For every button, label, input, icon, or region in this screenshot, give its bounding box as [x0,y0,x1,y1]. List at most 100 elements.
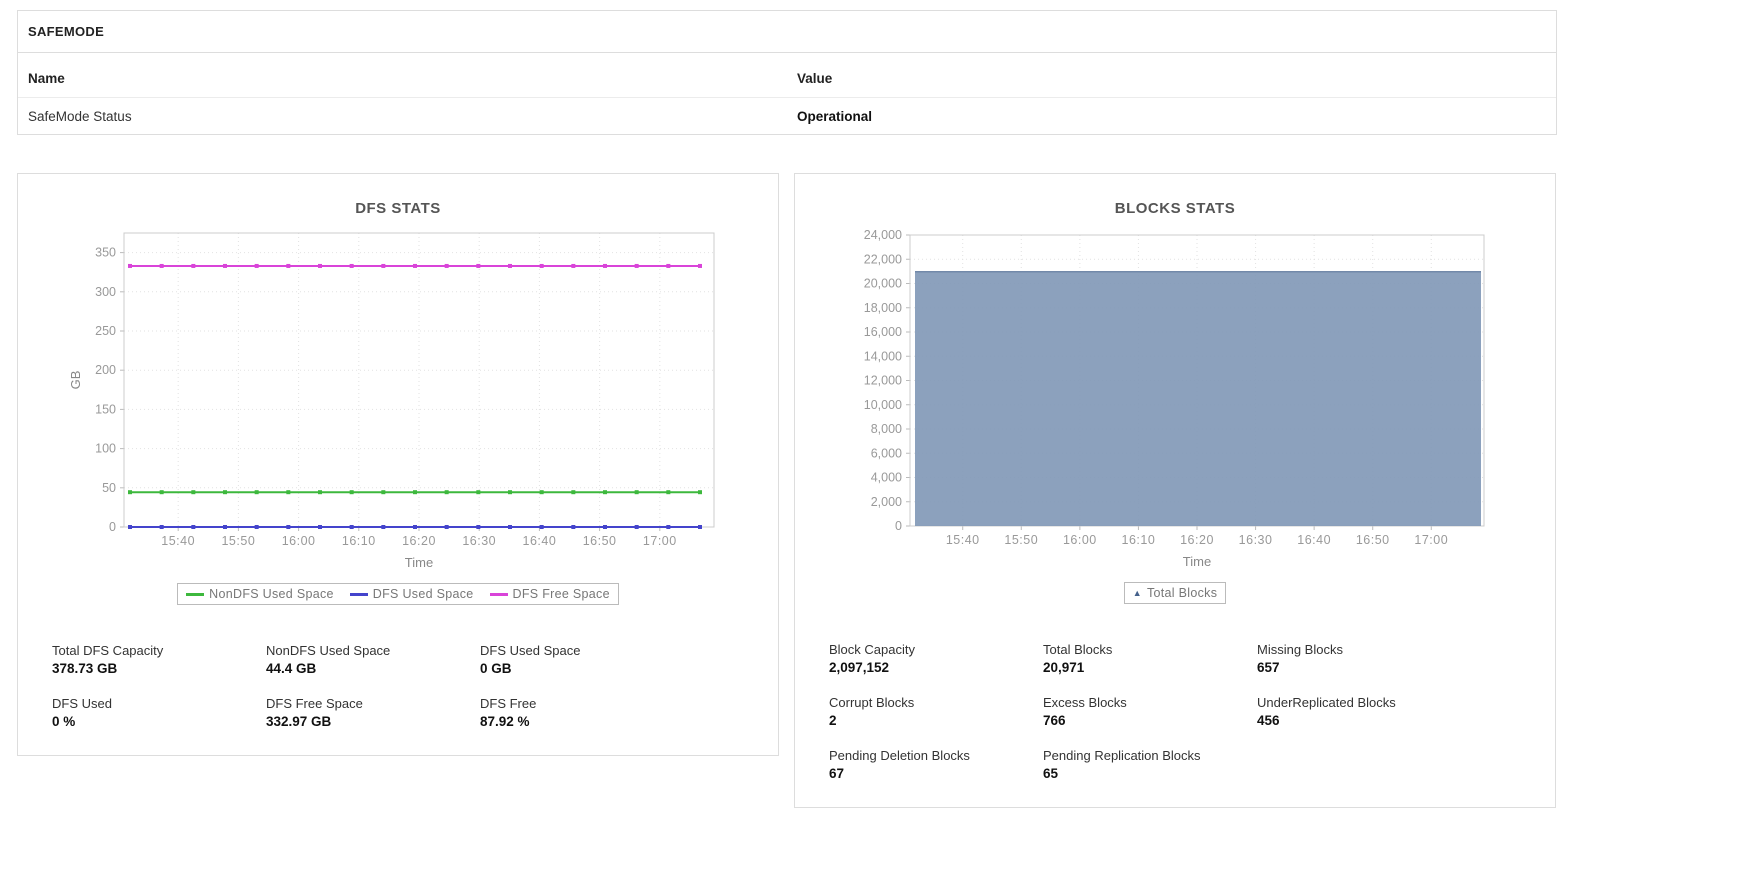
stat-corrupt-blocks: Corrupt Blocks 2 [829,695,1043,728]
stat-label: NonDFS Used Space [266,643,391,658]
legend-line-swatch [489,592,508,596]
svg-text:8,000: 8,000 [871,422,902,436]
blocks-stats-title: BLOCKS STATS [1114,200,1236,217]
stat-value: 67 [829,766,845,781]
stat-value: 657 [1257,660,1280,675]
svg-text:16:20: 16:20 [1180,533,1214,547]
svg-text:16:30: 16:30 [462,534,496,548]
svg-text:0: 0 [109,520,116,534]
svg-text:300: 300 [95,285,116,299]
stat-value: 87.92 % [480,714,530,729]
svg-text:16:10: 16:10 [342,534,376,548]
stat-label: DFS Free [480,696,537,711]
stat-underreplicated-blocks: UnderReplicated Blocks 456 [1257,695,1471,728]
svg-text:22,000: 22,000 [864,252,902,266]
svg-text:16:10: 16:10 [1122,533,1156,547]
safemode-status-row: SafeMode Status Operational [18,97,1556,134]
stat-pending-deletion-blocks: Pending Deletion Blocks 67 [829,748,1043,781]
dfs-stats-panel: DFS STATS 0 50 100 150 200 250 300 350 15:40 15:5… [17,173,779,756]
dfs-stats-chart: 0 50 100 150 200 250 300 350 15:40 15:50 16:00 16:1… [18,227,778,573]
dfs-stats-svg: 0 50 100 150 200 250 300 350 15:40 15:50 16:00 16:1… [68,232,715,570]
safemode-table: Name Value SafeMode Status Operational [18,53,1556,134]
legend-item-dfs-free-space: DFS Free Space [489,587,610,601]
series-total-blocks [915,270,1481,526]
svg-text:16:00: 16:00 [282,534,316,548]
svg-text:17:00: 17:00 [1414,533,1448,547]
svg-text:15:40: 15:40 [946,533,980,547]
stat-value: 332.97 GB [266,714,332,729]
svg-text:50: 50 [102,481,116,495]
svg-text:16:50: 16:50 [1356,533,1390,547]
svg-text:20,000: 20,000 [864,277,902,291]
blocks-stats-grid: Block Capacity 2,097,152 Total Blocks 20… [795,642,1555,781]
legend-line-swatch [186,592,205,596]
svg-text:17:00: 17:00 [643,534,677,548]
stat-label: Block Capacity [829,642,915,657]
svg-text:Time: Time [1183,554,1211,569]
svg-text:16:00: 16:00 [1063,533,1097,547]
stat-value: 2 [829,713,837,728]
svg-text:15:50: 15:50 [1004,533,1038,547]
stat-dfs-free-space: DFS Free Space 332.97 GB [266,696,480,729]
svg-text:12,000: 12,000 [864,374,902,388]
svg-text:16:20: 16:20 [402,534,436,548]
blocks-legend-box: ▲ Total Blocks [1123,582,1227,604]
stat-value: 0 % [52,714,76,729]
stat-value: 20,971 [1043,660,1085,675]
svg-text:15:50: 15:50 [221,534,255,548]
dfs-stats-title: DFS STATS [355,200,441,217]
stat-label: Excess Blocks [1043,695,1127,710]
stat-label: DFS Free Space [266,696,363,711]
svg-text:150: 150 [95,402,116,416]
stat-pending-replication-blocks: Pending Replication Blocks 65 [1043,748,1257,781]
legend-item-dfs-used-space: DFS Used Space [349,587,474,601]
safemode-table-header-row: Name Value [18,53,1556,98]
stat-label: Corrupt Blocks [829,695,915,710]
svg-text:16:40: 16:40 [1297,533,1331,547]
svg-text:100: 100 [95,442,116,456]
svg-text:18,000: 18,000 [864,301,902,315]
stat-dfs-used-space: DFS Used Space 0 GB [480,643,694,676]
axes: 0 2,000 4,000 6,000 8,000 10,000 12,000 14,000 1… [864,228,1448,547]
blocks-stats-chart: 0 2,000 4,000 6,000 8,000 10,000 12,000 14,000 1… [795,227,1555,572]
safemode-panel: SAFEMODE Name Value SafeMode Status Oper… [17,10,1557,135]
hdfs-monitor-page: SAFEMODE Name Value SafeMode Status Oper… [17,10,1557,808]
dfs-legend-box: NonDFS Used Space DFS Used Space DFS Free … [177,583,619,605]
safemode-col-value: Value [797,71,833,86]
svg-text:6,000: 6,000 [871,446,902,460]
safemode-col-name: Name [28,71,65,86]
legend-label: NonDFS Used Space [209,587,334,601]
blocks-stats-panel: BLOCKS STATS 0 2,000 4,000 6,000 8,000 10,000… [794,173,1556,808]
legend-item-nondfs-used-space: NonDFS Used Space [186,587,334,601]
series-dfs-free-space [128,263,702,268]
safemode-panel-title: SAFEMODE [18,11,1556,53]
stat-label: Total DFS Capacity [52,643,164,658]
stat-value: 44.4 GB [266,661,317,676]
svg-text:14,000: 14,000 [864,349,902,363]
legend-label: DFS Free Space [512,587,610,601]
blocks-stats-legend: ▲ Total Blocks [795,582,1555,604]
svg-text:10,000: 10,000 [864,398,902,412]
stat-value: 456 [1257,713,1280,728]
svg-text:Time: Time [405,555,433,570]
stat-label: DFS Used Space [480,643,581,658]
stat-label: UnderReplicated Blocks [1257,695,1396,710]
svg-text:15:40: 15:40 [161,534,195,548]
svg-text:250: 250 [95,324,116,338]
stat-dfs-free: DFS Free 87.92 % [480,696,694,729]
legend-area-marker-icon: ▲ [1132,587,1142,598]
stat-value: 378.73 GB [52,661,118,676]
stat-label: DFS Used [52,696,112,711]
stat-label: Pending Deletion Blocks [829,748,970,763]
gridlines [124,233,714,527]
svg-text:200: 200 [95,363,116,377]
stat-excess-blocks: Excess Blocks 766 [1043,695,1257,728]
svg-text:GB: GB [68,371,83,390]
svg-text:4,000: 4,000 [871,471,902,485]
stat-value: 0 GB [480,661,512,676]
svg-text:0: 0 [895,519,902,533]
series-dfs-used-space [128,525,702,529]
svg-text:2,000: 2,000 [871,495,902,509]
stat-total-blocks: Total Blocks 20,971 [1043,642,1257,675]
legend-line-swatch [349,592,368,596]
